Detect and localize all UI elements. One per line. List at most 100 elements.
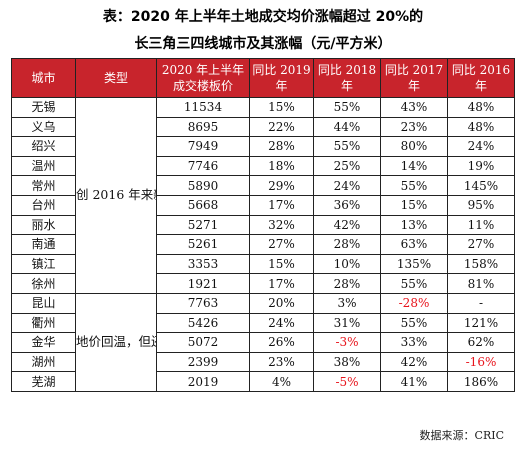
- yoy-2018-cell: -5%: [313, 371, 381, 392]
- price-cell: 5072: [156, 332, 250, 353]
- yoy-2016-cell: 48%: [447, 97, 515, 118]
- city-cell: 南通: [11, 234, 76, 255]
- yoy-2019-cell: 28%: [249, 136, 314, 157]
- yoy-2016-cell: 48%: [447, 116, 515, 138]
- price-cell: 7949: [156, 136, 250, 157]
- price-cell: 5426: [156, 312, 250, 334]
- city-cell: 徐州: [11, 273, 76, 294]
- header-yoy-2019: 同比 2019 年: [249, 58, 314, 98]
- price-cell: 7763: [156, 292, 250, 314]
- yoy-2016-cell: 27%: [447, 234, 515, 255]
- city-cell: 衢州: [11, 312, 76, 334]
- table-title-line-2: 长三角三四线城市及其涨幅（元/平方米）: [134, 36, 392, 52]
- yoy-2019-cell: 24%: [249, 312, 314, 334]
- yoy-2018-cell: 36%: [313, 194, 381, 216]
- yoy-2017-cell: 55%: [380, 175, 448, 196]
- yoy-2018-cell: 55%: [313, 97, 381, 118]
- yoy-2017-cell: 13%: [380, 214, 448, 236]
- yoy-2019-cell: 20%: [249, 292, 314, 314]
- yoy-2016-cell: -: [447, 292, 515, 314]
- city-cell: 台州: [11, 194, 76, 216]
- yoy-2018-cell: 38%: [313, 351, 381, 373]
- yoy-2018-cell: 44%: [313, 116, 381, 138]
- yoy-2018-cell: 31%: [313, 312, 381, 334]
- price-cell: 3353: [156, 253, 250, 275]
- yoy-2017-cell: 14%: [380, 155, 448, 177]
- city-cell: 温州: [11, 155, 76, 177]
- price-cell: 7746: [156, 155, 250, 177]
- header-price: 2020 年上半年成交楼板价: [156, 58, 250, 98]
- yoy-2017-cell: -28%: [380, 292, 448, 314]
- yoy-2017-cell: 63%: [380, 234, 448, 255]
- city-cell: 无锡: [11, 97, 76, 118]
- header-row: 城市 类型 2020 年上半年成交楼板价 同比 2019 年 同比 2018 年…: [11, 58, 515, 98]
- type-cell: 创 2016 年来新高: [75, 97, 157, 294]
- yoy-2018-cell: 10%: [313, 253, 381, 275]
- city-cell: 镇江: [11, 253, 76, 275]
- yoy-2017-cell: 43%: [380, 97, 448, 118]
- table-body: 无锡创 2016 年来新高1153415%55%43%48%义乌869522%4…: [11, 97, 515, 392]
- type-cell: 地价回温，但还未到高点: [75, 292, 157, 392]
- yoy-2016-cell: 95%: [447, 194, 515, 216]
- header-yoy-2016: 同比 2016 年: [447, 58, 515, 98]
- city-cell: 义乌: [11, 116, 76, 138]
- header-yoy-2018: 同比 2018 年: [313, 58, 381, 98]
- yoy-2018-cell: 3%: [313, 292, 381, 314]
- yoy-2019-cell: 29%: [249, 175, 314, 196]
- yoy-2016-cell: 11%: [447, 214, 515, 236]
- yoy-2017-cell: 15%: [380, 194, 448, 216]
- city-cell: 绍兴: [11, 136, 76, 157]
- yoy-2019-cell: 17%: [249, 194, 314, 216]
- table-row: 无锡创 2016 年来新高1153415%55%43%48%: [11, 97, 515, 294]
- price-cell: 5271: [156, 214, 250, 236]
- yoy-2018-cell: 24%: [313, 175, 381, 196]
- table-row: 温州 7746 18% 25% 14% 19%: [11, 155, 515, 177]
- yoy-2018-cell: 28%: [313, 273, 381, 294]
- yoy-2019-cell: 22%: [249, 116, 314, 138]
- yoy-2019-cell: 4%: [249, 371, 314, 392]
- city-cell: 芜湖: [11, 371, 76, 392]
- yoy-2016-cell: 121%: [447, 312, 515, 334]
- yoy-2019-cell: 15%: [249, 97, 314, 118]
- price-cell: 11534: [156, 97, 250, 118]
- yoy-2016-cell: 81%: [447, 273, 515, 294]
- yoy-2018-cell: 25%: [313, 155, 381, 177]
- table-row: 衢州 5426 24% 31% 55% 121%: [11, 312, 515, 334]
- price-cell: 2019: [156, 371, 250, 392]
- yoy-2016-cell: 186%: [447, 371, 515, 392]
- yoy-2017-cell: 33%: [380, 332, 448, 353]
- yoy-2017-cell: 80%: [380, 136, 448, 157]
- source-note: 数据来源：CRIC: [419, 429, 504, 442]
- city-cell: 常州: [11, 175, 76, 196]
- yoy-2016-cell: 62%: [447, 332, 515, 353]
- yoy-2019-cell: 15%: [249, 253, 314, 275]
- header-type: 类型: [75, 58, 157, 98]
- city-cell: 丽水: [11, 214, 76, 236]
- yoy-2016-cell: 145%: [447, 175, 515, 196]
- yoy-2019-cell: 27%: [249, 234, 314, 255]
- yoy-2019-cell: 32%: [249, 214, 314, 236]
- city-cell: 金华: [11, 332, 76, 353]
- yoy-2019-cell: 17%: [249, 273, 314, 294]
- yoy-2016-cell: 24%: [447, 136, 515, 157]
- table-title-line-1: 表：2020 年上半年土地成交均价涨幅超过 20%的: [102, 9, 424, 25]
- header-yoy-2017: 同比 2017 年: [380, 58, 448, 98]
- yoy-2018-cell: 55%: [313, 136, 381, 157]
- yoy-2016-cell: -16%: [447, 351, 515, 373]
- yoy-2019-cell: 26%: [249, 332, 314, 353]
- header-city: 城市: [11, 58, 76, 98]
- yoy-2019-cell: 18%: [249, 155, 314, 177]
- table-row: 徐州 1921 17% 28% 55% 81%: [11, 273, 515, 294]
- price-cell: 5261: [156, 234, 250, 255]
- price-cell: 1921: [156, 273, 250, 294]
- city-cell: 昆山: [11, 292, 76, 314]
- yoy-2017-cell: 41%: [380, 371, 448, 392]
- yoy-2017-cell: 23%: [380, 116, 448, 138]
- table-row: 义乌 8695 22% 44% 23% 48%: [11, 116, 515, 138]
- yoy-2018-cell: 42%: [313, 214, 381, 236]
- table-row: 芜湖 2019 4% -5% 41% 186%: [11, 371, 515, 392]
- table-row: 常州 5890 29% 24% 55% 145%: [11, 175, 515, 196]
- yoy-2016-cell: 158%: [447, 253, 515, 275]
- price-cell: 2399: [156, 351, 250, 373]
